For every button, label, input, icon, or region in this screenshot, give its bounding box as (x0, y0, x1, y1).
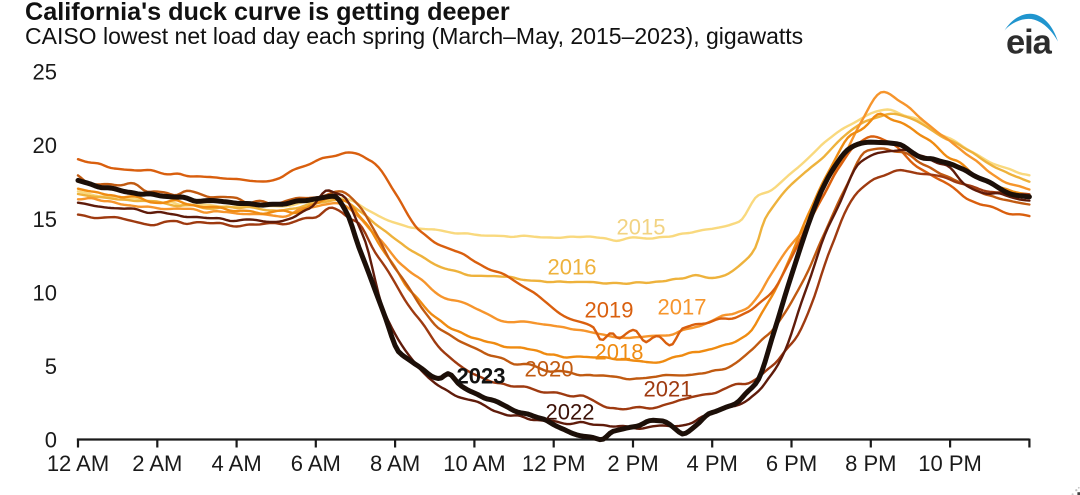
svg-text:15: 15 (33, 207, 57, 232)
svg-text:5: 5 (45, 354, 57, 379)
svg-text:6 AM: 6 AM (291, 451, 341, 476)
svg-text:10: 10 (33, 280, 57, 305)
svg-text:12 PM: 12 PM (522, 451, 586, 476)
svg-text:6 PM: 6 PM (766, 451, 817, 476)
svg-text:2015: 2015 (617, 215, 666, 240)
svg-text:2 AM: 2 AM (132, 451, 182, 476)
svg-text:2016: 2016 (548, 255, 597, 280)
svg-text:4 AM: 4 AM (212, 451, 262, 476)
svg-text:8 AM: 8 AM (370, 451, 420, 476)
svg-text:2022: 2022 (546, 400, 595, 425)
svg-text:10 PM: 10 PM (918, 451, 982, 476)
svg-text:2023: 2023 (457, 364, 506, 389)
svg-text:8 PM: 8 PM (845, 451, 896, 476)
svg-text:2020: 2020 (525, 357, 574, 382)
svg-text:25: 25 (33, 60, 57, 85)
svg-text:0: 0 (45, 428, 57, 453)
svg-text:10 AM: 10 AM (443, 451, 505, 476)
svg-text:2 PM: 2 PM (607, 451, 658, 476)
svg-text:4 PM: 4 PM (687, 451, 738, 476)
svg-text:2021: 2021 (644, 377, 693, 402)
svg-text:eia: eia (1006, 24, 1053, 62)
svg-text:12 AM: 12 AM (47, 451, 109, 476)
svg-text:20: 20 (33, 133, 57, 158)
svg-text:2019: 2019 (585, 298, 634, 323)
svg-text:2017: 2017 (658, 295, 707, 320)
svg-text:2018: 2018 (595, 340, 644, 365)
